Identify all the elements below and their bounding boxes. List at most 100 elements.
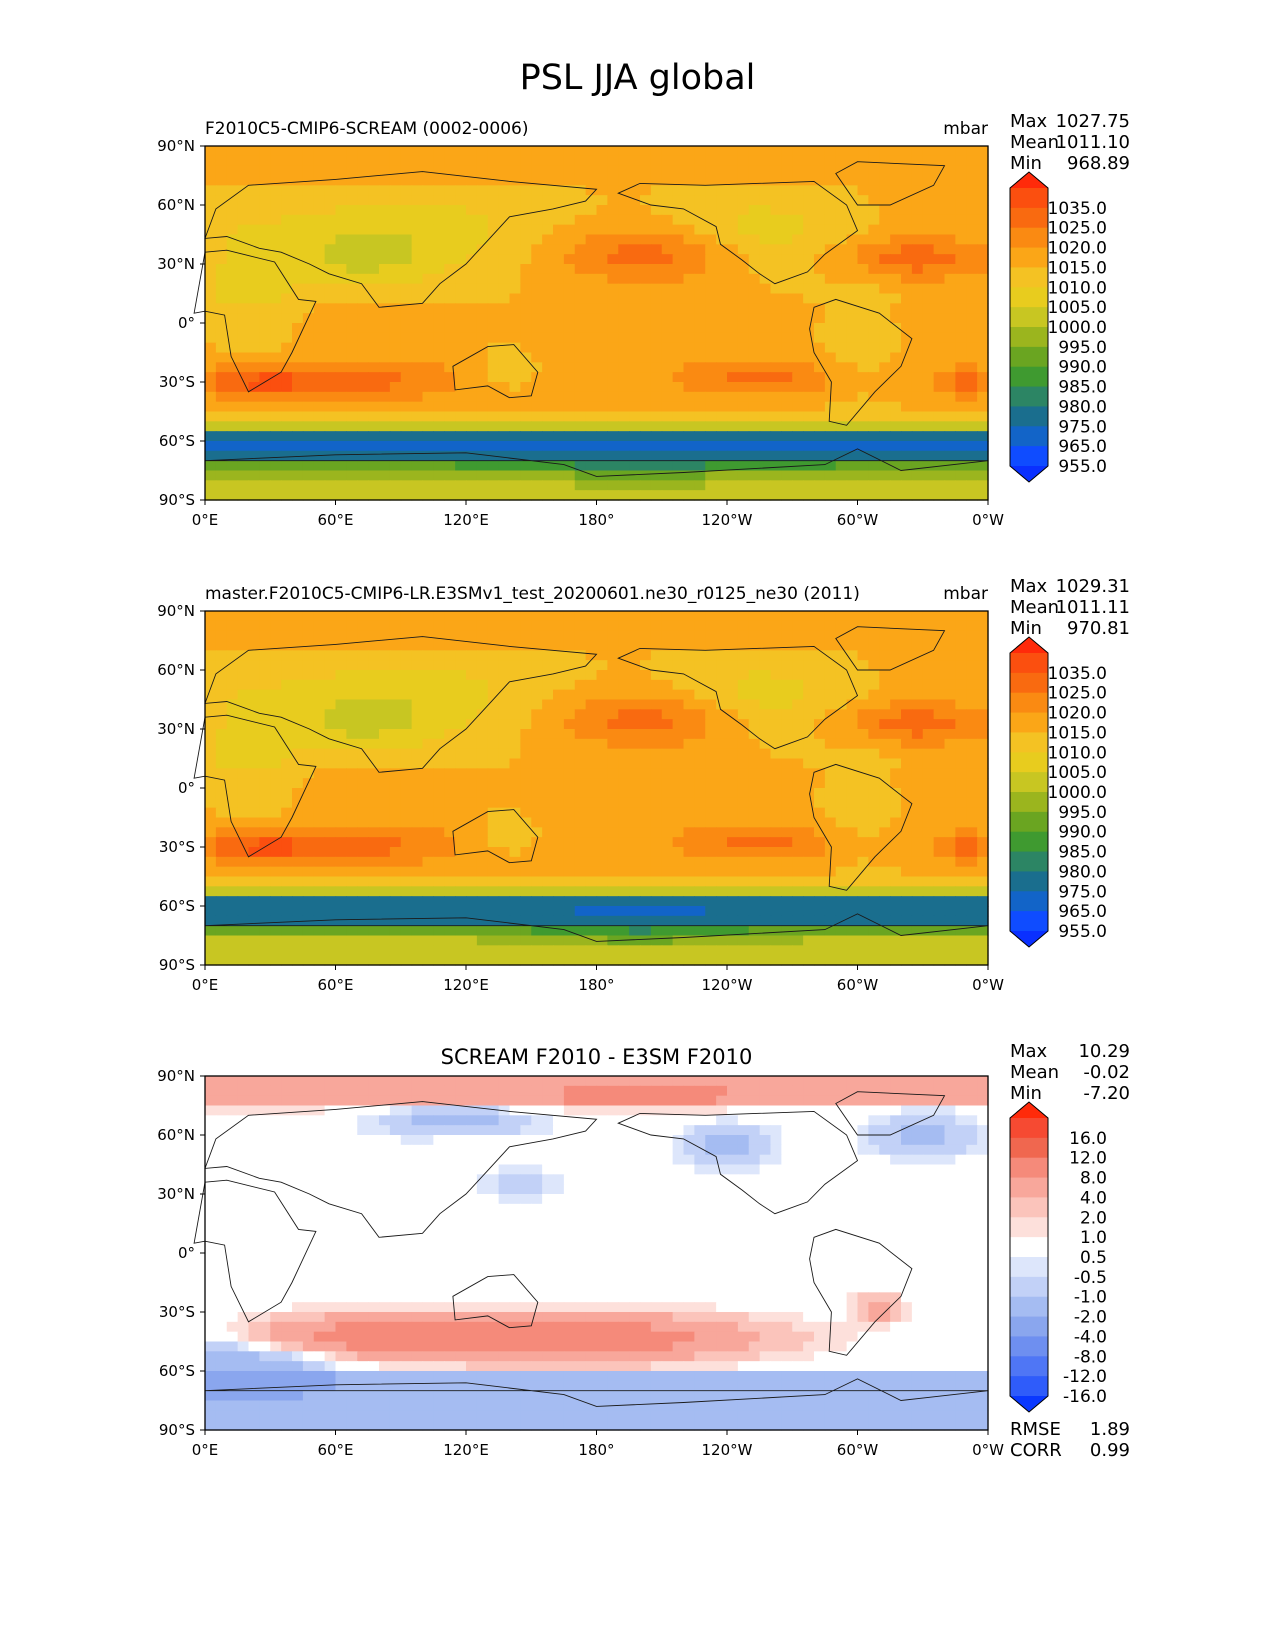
field-cell [672,165,685,177]
field-cell [281,234,293,245]
field-cell [248,332,260,344]
field-cell [737,640,750,651]
field-cell [879,797,891,809]
field-cell [824,817,837,828]
field-cell [248,264,260,275]
field-cell [890,719,902,730]
field-cell [607,738,619,750]
field-cell [389,214,402,226]
field-cell [422,401,434,413]
field-cell [792,146,804,157]
field-cell [803,699,815,710]
field-cell [553,709,565,720]
field-cell [563,431,576,442]
field-cell [215,896,228,907]
field-cell [574,342,587,354]
field-cell [248,234,260,245]
field-cell [237,155,250,167]
field-cell [422,630,434,642]
field-cell [324,313,337,324]
field-cell [846,866,859,878]
field-cell [824,431,837,442]
field-cell [759,480,772,491]
field-cell [302,689,315,701]
field-cell [466,254,478,265]
field-cell [672,699,685,710]
field-cell [259,234,271,245]
field-cell [835,283,848,295]
field-cell [618,729,630,740]
field-cell [411,273,424,285]
field-cell [814,185,826,196]
field-cell [792,273,804,285]
field-cell [389,146,402,157]
field-cell [901,847,913,858]
field-cell [911,709,924,720]
field-cell [509,778,521,789]
field-cell [683,205,695,216]
colorbar-bin [1010,287,1048,308]
field-cell [835,748,848,760]
field-cell [302,205,315,216]
field-cell [476,807,489,819]
field-cell [661,224,674,236]
field-cell [389,411,402,422]
field-cell [737,146,750,157]
field-cell [748,313,761,324]
field-cell [585,421,598,432]
field-cell [835,205,848,216]
field-cell [846,660,859,671]
field-cell [324,342,337,354]
field-cell [411,719,424,730]
field-cell [302,460,315,472]
field-cell [846,421,859,432]
field-cell [357,264,369,275]
field-cell [911,244,924,255]
field-cell [944,847,956,858]
field-cell [531,303,543,314]
field-cell [727,234,739,245]
field-cell [346,896,358,907]
field-cell [650,470,663,481]
field-cell [716,175,728,186]
field-cell [487,480,500,491]
field-cell [629,165,641,177]
field-cell [977,411,989,422]
field-cell [803,670,815,681]
field-cell [248,490,260,501]
field-cell [335,729,347,740]
field-cell [226,709,239,720]
field-cell [803,362,815,373]
field-cell [890,224,902,236]
field-cell [248,837,260,848]
field-cell [650,856,663,868]
field-cell [966,660,978,671]
field-cell [911,650,924,661]
field-cell [922,689,935,701]
field-cell [542,797,554,809]
field-cell [585,185,598,196]
field-cell [205,679,217,691]
field-cell [433,827,445,838]
field-cell [368,925,380,937]
field-cell [270,460,282,472]
field-cell [313,650,326,661]
field-cell [596,837,608,848]
field-cell [661,185,674,196]
field-cell [531,342,543,354]
field-cell [814,264,826,275]
field-cell [520,372,532,383]
field-cell [727,886,739,897]
field-cell [618,352,630,363]
field-cell [607,856,619,868]
x-tick-label: 120°E [443,511,489,529]
field-cell [466,490,478,501]
field-cell [476,915,489,927]
field-cell [596,817,608,828]
field-cell [292,738,304,750]
field-cell [520,293,532,304]
field-cell [531,372,543,383]
field-cell [433,650,445,661]
field-cell [205,155,217,167]
field-cell [335,342,347,354]
